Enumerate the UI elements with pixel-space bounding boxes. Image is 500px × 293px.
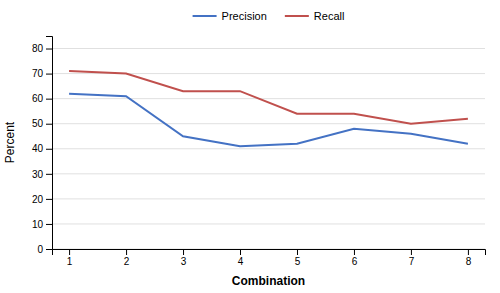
tick: 20 (32, 194, 52, 205)
tick-label: 50 (32, 118, 44, 129)
legend-swatch (193, 15, 217, 17)
tick: 30 (32, 169, 52, 180)
tick: 80 (32, 43, 52, 54)
tick-label: 1 (67, 256, 73, 267)
tick-mark (46, 149, 52, 150)
plot-area (69, 71, 468, 146)
grid-line (52, 48, 485, 49)
grid-line (52, 148, 485, 149)
tick-mark (46, 199, 52, 200)
grid-line (52, 223, 485, 224)
tick: 70 (32, 68, 52, 79)
grid-line (52, 173, 485, 174)
tick-mark (46, 49, 52, 50)
tick-mark (46, 124, 52, 125)
tick-label: 8 (466, 256, 472, 267)
tick-label: 4 (238, 256, 244, 267)
tick: 0 (37, 244, 52, 255)
tick-label: 0 (37, 244, 43, 255)
tick-mark (46, 99, 52, 100)
tick-label: 30 (32, 169, 44, 180)
legend-label: Precision (222, 10, 267, 22)
tick-mark (468, 249, 469, 255)
tick: 7 (409, 249, 415, 267)
legend-label: Recall (314, 10, 345, 22)
tick: 10 (32, 219, 52, 230)
tick-label: 20 (32, 194, 44, 205)
tick: 50 (32, 118, 52, 129)
tick: 3 (181, 249, 187, 267)
series-line (69, 71, 468, 124)
tick-mark (46, 224, 52, 225)
tick-label: 70 (32, 68, 44, 79)
tick: 4 (238, 249, 244, 267)
tick: 5 (295, 249, 301, 267)
legend: Precision Recall (193, 10, 345, 22)
tick-mark (354, 249, 355, 255)
tick-label: 5 (295, 256, 301, 267)
legend-swatch (285, 15, 309, 17)
tick: 2 (124, 249, 130, 267)
tick-mark (46, 249, 52, 250)
grid-line (52, 198, 485, 199)
tick: 8 (466, 249, 472, 267)
axis-line (46, 37, 53, 250)
y-axis: 0 10 20 30 40 50 60 70 80 (32, 37, 53, 255)
tick-mark (126, 249, 127, 255)
tick-mark (240, 249, 241, 255)
tick-mark (411, 249, 412, 255)
tick-label: 3 (181, 256, 187, 267)
axis-line (53, 250, 486, 256)
y-axis-title: Percent (3, 121, 17, 163)
tick: 40 (32, 143, 52, 154)
tick-label: 60 (32, 93, 44, 104)
chart: 1234567801020304050607080CombinationPerc… (0, 0, 500, 293)
tick-label: 7 (409, 256, 415, 267)
tick-mark (69, 249, 70, 255)
tick-mark (297, 249, 298, 255)
legend-item: Precision (193, 10, 267, 22)
tick-mark (46, 74, 52, 75)
tick: 1 (67, 249, 73, 267)
x-axis-title: Combination (232, 274, 305, 288)
legend-item: Recall (285, 10, 345, 22)
tick-label: 10 (32, 219, 44, 230)
tick: 6 (352, 249, 358, 267)
tick-label: 6 (352, 256, 358, 267)
grid (52, 49, 485, 249)
tick: 60 (32, 93, 52, 104)
tick-label: 2 (124, 256, 130, 267)
x-axis: 1 2 3 4 5 6 7 8 (53, 249, 486, 267)
tick-label: 80 (32, 43, 44, 54)
tick-label: 40 (32, 143, 44, 154)
tick-mark (46, 174, 52, 175)
grid-line (52, 98, 485, 99)
tick-mark (183, 249, 184, 255)
